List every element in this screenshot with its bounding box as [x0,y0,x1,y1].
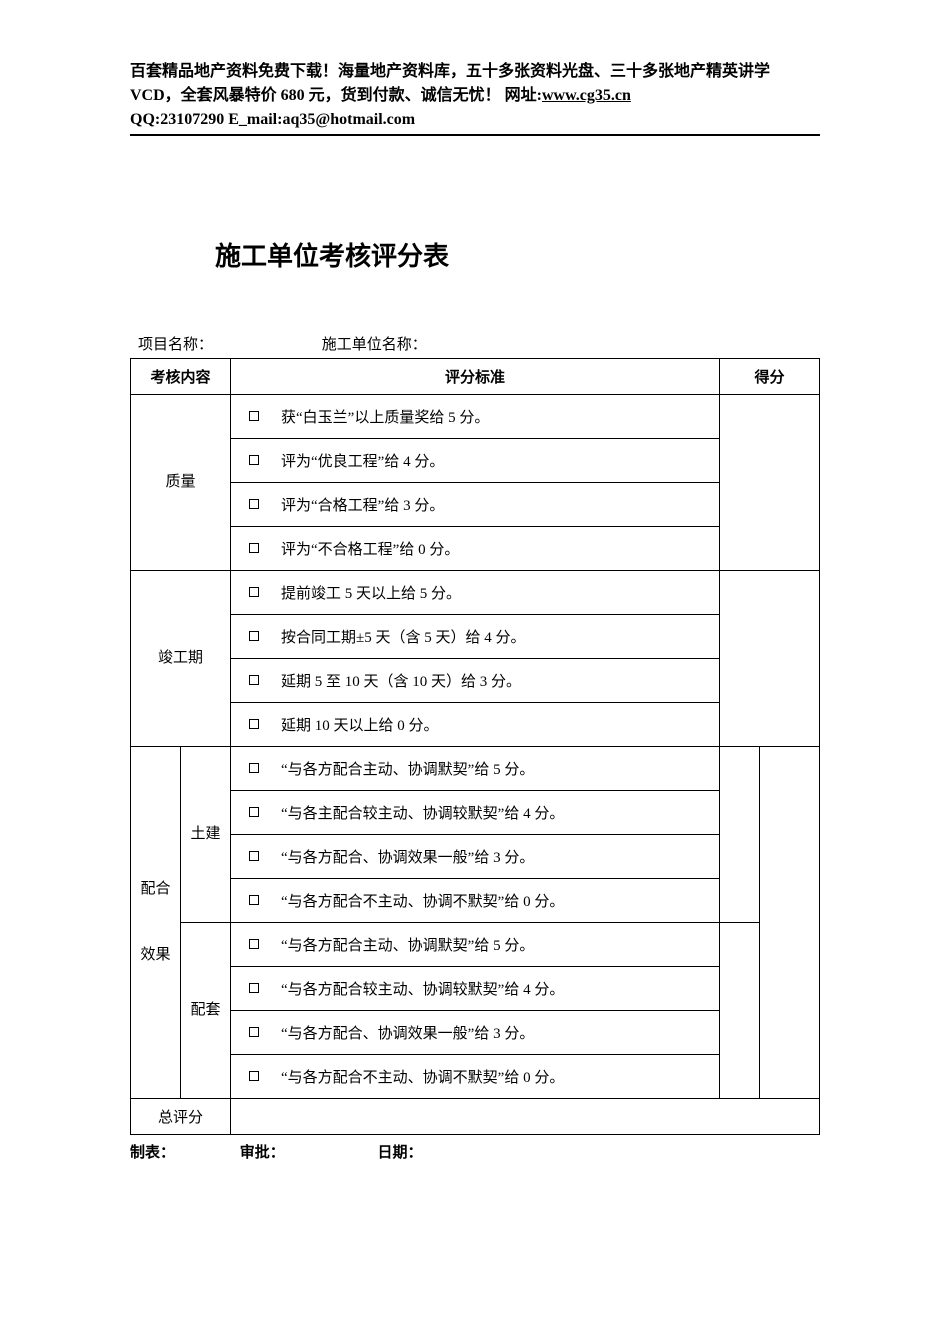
criteria-text: 获“白玉兰”以上质量奖给 5 分。 [281,410,489,426]
criteria-text: 评为“合格工程”给 3 分。 [281,498,444,514]
criteria-row: 按合同工期±5 天（含 5 天）给 4 分。 [231,615,720,659]
criteria-row: “与各方配合较主动、协调较默契”给 4 分。 [231,967,720,1011]
criteria-text: “与各方配合、协调效果一般”给 3 分。 [281,1026,534,1042]
checkbox-icon[interactable] [249,983,259,993]
date-label: 日期： [378,1141,423,1162]
criteria-row: “与各主配合较主动、协调较默契”给 4 分。 [231,791,720,835]
criteria-row: 评为“优良工程”给 4 分。 [231,439,720,483]
category-completion: 竣工期 [131,571,231,747]
criteria-text: “与各主配合较主动、协调较默契”给 4 分。 [281,806,564,822]
checkbox-icon[interactable] [249,455,259,465]
criteria-text: 延期 5 至 10 天（含 10 天）给 3 分。 [281,674,521,690]
criteria-text: “与各方配合不主动、协调不默契”给 0 分。 [281,1070,564,1086]
checkbox-icon[interactable] [249,719,259,729]
criteria-text: 评为“不合格工程”给 0 分。 [281,542,459,558]
checkbox-icon[interactable] [249,1071,259,1081]
criteria-row: “与各方配合主动、协调默契”给 5 分。 [231,923,720,967]
checkbox-icon[interactable] [249,499,259,509]
subcategory-civil: 土建 [181,747,231,923]
criteria-row: 评为“不合格工程”给 0 分。 [231,527,720,571]
criteria-row: 评为“合格工程”给 3 分。 [231,483,720,527]
score-cell-outer[interactable] [760,747,820,1099]
checkbox-icon[interactable] [249,939,259,949]
criteria-row: “与各方配合主动、协调默契”给 5 分。 [231,747,720,791]
checkbox-icon[interactable] [249,807,259,817]
criteria-text: 延期 10 天以上给 0 分。 [281,718,439,734]
score-cell[interactable] [720,923,760,1099]
checkbox-icon[interactable] [249,631,259,641]
promo-text-1: 百套精品地产资料免费下载！海量地产资料库，五十多张资料光盘、三十多张地产精英讲学… [130,63,770,104]
criteria-text: “与各方配合、协调效果一般”给 3 分。 [281,850,534,866]
header-criteria: 评分标准 [231,359,720,395]
total-score-cell[interactable] [231,1099,820,1135]
criteria-text: 提前竣工 5 天以上给 5 分。 [281,586,461,602]
maker-label: 制表： [130,1141,236,1162]
criteria-text: 评为“优良工程”给 4 分。 [281,454,444,470]
checkbox-icon[interactable] [249,851,259,861]
criteria-row: 获“白玉兰”以上质量奖给 5 分。 [231,395,720,439]
page-title: 施工单位考核评分表 [215,236,820,273]
criteria-text: “与各方配合不主动、协调不默契”给 0 分。 [281,894,564,910]
criteria-text: “与各方配合较主动、协调较默契”给 4 分。 [281,982,564,998]
checkbox-icon[interactable] [249,895,259,905]
criteria-row: 延期 5 至 10 天（含 10 天）给 3 分。 [231,659,720,703]
criteria-row: 延期 10 天以上给 0 分。 [231,703,720,747]
total-label: 总评分 [131,1099,231,1135]
category-coop-effect: 配合效果 [131,747,181,1099]
criteria-text: “与各方配合主动、协调默契”给 5 分。 [281,938,534,954]
header-promo: 百套精品地产资料免费下载！海量地产资料库，五十多张资料光盘、三十多张地产精英讲学… [130,60,820,136]
criteria-row: “与各方配合、协调效果一般”给 3 分。 [231,835,720,879]
unit-name-label: 施工单位名称： [322,333,427,354]
evaluation-table: 考核内容 评分标准 得分 质量 获“白玉兰”以上质量奖给 5 分。 评为“优良工… [130,358,820,1135]
checkbox-icon[interactable] [249,587,259,597]
checkbox-icon[interactable] [249,543,259,553]
project-name-label: 项目名称： [138,333,318,354]
checkbox-icon[interactable] [249,411,259,421]
criteria-row: “与各方配合不主动、协调不默契”给 0 分。 [231,879,720,923]
subcategory-aux: 配套 [181,923,231,1099]
criteria-text: 按合同工期±5 天（含 5 天）给 4 分。 [281,630,525,646]
score-cell[interactable] [720,571,820,747]
promo-url[interactable]: www.cg35.cn [542,87,631,104]
criteria-row: “与各方配合不主动、协调不默契”给 0 分。 [231,1055,720,1099]
criteria-row: 提前竣工 5 天以上给 5 分。 [231,571,720,615]
footer-labels: 制表： 审批： 日期： [130,1141,820,1162]
score-cell[interactable] [720,747,760,923]
header-category: 考核内容 [131,359,231,395]
criteria-text: “与各方配合主动、协调默契”给 5 分。 [281,762,534,778]
checkbox-icon[interactable] [249,675,259,685]
score-cell[interactable] [720,395,820,571]
checkbox-icon[interactable] [249,1027,259,1037]
criteria-row: “与各方配合、协调效果一般”给 3 分。 [231,1011,720,1055]
promo-text-2: QQ:23107290 E_mail:aq35@hotmail.com [130,111,415,128]
category-quality: 质量 [131,395,231,571]
header-score: 得分 [720,359,820,395]
approver-label: 审批： [240,1141,374,1162]
form-labels: 项目名称： 施工单位名称： [138,333,820,354]
checkbox-icon[interactable] [249,763,259,773]
